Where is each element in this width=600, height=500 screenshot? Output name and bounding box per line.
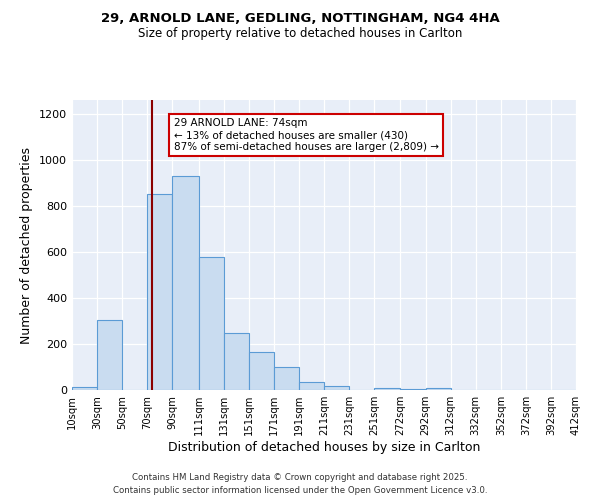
Y-axis label: Number of detached properties: Number of detached properties [20, 146, 34, 344]
Bar [97, 320, 122, 390]
Text: Size of property relative to detached houses in Carlton: Size of property relative to detached ho… [138, 28, 462, 40]
Bar [147, 194, 172, 390]
Bar [324, 386, 349, 390]
Bar [274, 367, 299, 390]
Bar [425, 388, 451, 390]
Bar [199, 256, 224, 390]
Bar [172, 176, 199, 390]
Text: 29, ARNOLD LANE, GEDLING, NOTTINGHAM, NG4 4HA: 29, ARNOLD LANE, GEDLING, NOTTINGHAM, NG… [101, 12, 499, 26]
Bar [224, 333, 249, 390]
Text: 29 ARNOLD LANE: 74sqm
← 13% of detached houses are smaller (430)
87% of semi-det: 29 ARNOLD LANE: 74sqm ← 13% of detached … [173, 118, 439, 152]
Text: Contains HM Land Registry data © Crown copyright and database right 2025.: Contains HM Land Registry data © Crown c… [132, 472, 468, 482]
Bar [249, 352, 274, 390]
Bar [400, 389, 425, 390]
X-axis label: Distribution of detached houses by size in Carlton: Distribution of detached houses by size … [168, 441, 480, 454]
Bar [374, 388, 400, 390]
Text: Contains public sector information licensed under the Open Government Licence v3: Contains public sector information licen… [113, 486, 487, 495]
Bar [72, 386, 97, 390]
Bar [299, 382, 324, 390]
